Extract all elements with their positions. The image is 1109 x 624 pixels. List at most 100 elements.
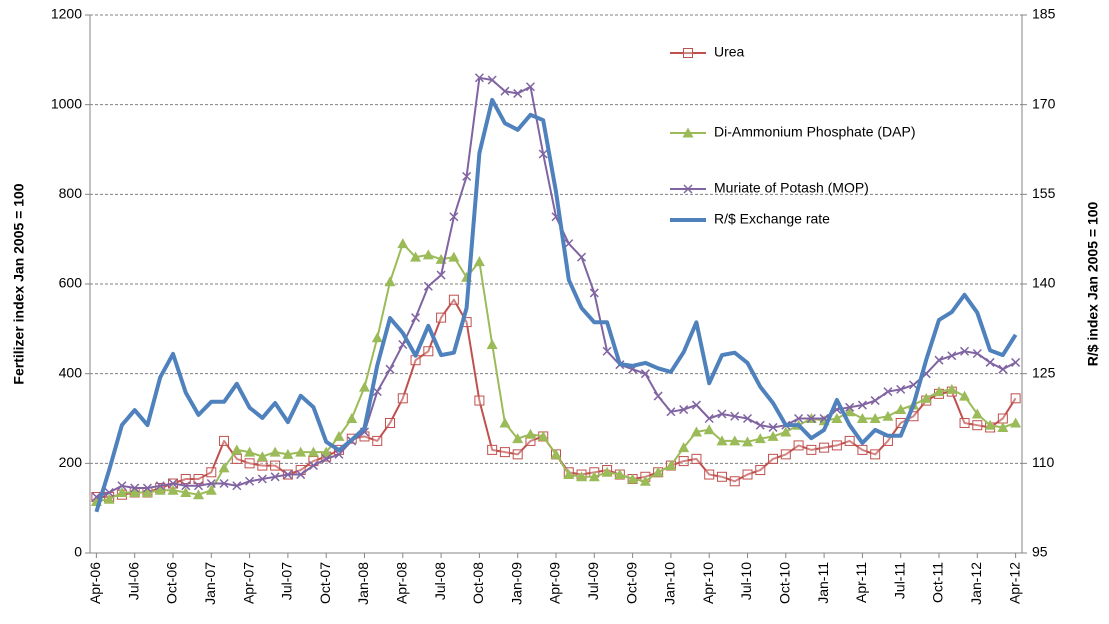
- marker: [550, 448, 562, 459]
- marker: [232, 481, 242, 491]
- marker: [602, 346, 612, 356]
- marker: [436, 270, 446, 280]
- marker: [168, 478, 178, 489]
- marker: [742, 469, 753, 480]
- marker: [154, 484, 166, 495]
- marker: [245, 476, 255, 486]
- y2-axis-title: R/$ index Jan 2005 = 100: [1085, 201, 1101, 366]
- marker: [768, 422, 778, 432]
- marker: [729, 435, 741, 446]
- marker: [691, 400, 701, 410]
- marker: [908, 380, 919, 390]
- marker: [678, 442, 690, 453]
- marker: [780, 426, 792, 437]
- marker: [883, 387, 893, 397]
- marker: [882, 410, 894, 421]
- marker: [538, 149, 548, 159]
- x-tick-label: Oct-08: [470, 562, 486, 604]
- marker: [296, 470, 306, 480]
- marker: [474, 73, 484, 83]
- marker: [844, 406, 856, 417]
- marker: [678, 456, 689, 467]
- x-tick-label: Oct-06: [164, 562, 180, 604]
- marker: [524, 428, 536, 439]
- marker: [831, 413, 843, 423]
- marker: [716, 435, 728, 446]
- marker: [589, 288, 599, 298]
- marker: [730, 411, 740, 421]
- y-tick-label: 1000: [51, 95, 82, 111]
- x-tick-label: Apr-07: [240, 562, 256, 604]
- y2-tick-label: 155: [1032, 185, 1056, 201]
- y-tick-label: 400: [59, 364, 83, 380]
- marker: [117, 481, 127, 491]
- marker: [180, 474, 191, 485]
- marker: [934, 355, 944, 365]
- marker: [768, 453, 779, 464]
- y2-tick-label: 110: [1032, 454, 1055, 470]
- marker: [703, 424, 715, 435]
- marker: [180, 486, 192, 497]
- x-tick-label: Apr-08: [393, 562, 409, 604]
- marker: [473, 256, 485, 267]
- marker: [384, 276, 396, 287]
- marker: [806, 444, 817, 455]
- x-tick-label: Apr-10: [700, 562, 716, 604]
- y2-tick-label: 140: [1032, 275, 1056, 291]
- marker: [499, 417, 511, 428]
- marker: [307, 446, 319, 457]
- marker: [946, 383, 958, 394]
- marker: [576, 471, 588, 482]
- x-tick-label: Jul-10: [738, 562, 754, 600]
- legend-label: R/$ Exchange rate: [714, 211, 830, 227]
- x-tick-label: Oct-10: [777, 562, 793, 604]
- marker: [997, 421, 1009, 432]
- marker: [512, 433, 524, 444]
- marker: [920, 392, 932, 403]
- marker: [334, 449, 344, 459]
- marker: [640, 369, 650, 379]
- marker: [269, 446, 281, 457]
- marker: [358, 381, 370, 392]
- y-axis-title: Fertilizer index Jan 2005 = 100: [11, 183, 27, 384]
- marker: [397, 393, 408, 404]
- marker: [244, 458, 255, 469]
- marker: [462, 171, 472, 181]
- marker: [819, 442, 830, 453]
- marker: [577, 252, 587, 262]
- marker: [129, 486, 141, 497]
- marker: [947, 351, 957, 361]
- marker: [385, 417, 396, 428]
- marker: [130, 483, 140, 493]
- marker: [959, 390, 971, 401]
- marker: [321, 454, 331, 464]
- y-tick-label: 0: [74, 544, 82, 560]
- marker: [755, 465, 766, 476]
- marker: [933, 386, 945, 397]
- marker: [487, 444, 498, 455]
- marker: [219, 435, 230, 446]
- marker: [487, 75, 497, 85]
- x-tick-label: Oct-09: [623, 562, 639, 604]
- marker: [666, 407, 676, 417]
- marker: [614, 469, 626, 480]
- x-tick-label: Jul-09: [585, 562, 601, 600]
- marker: [205, 484, 217, 495]
- marker: [857, 444, 868, 455]
- marker: [869, 413, 881, 423]
- marker: [474, 395, 485, 406]
- marker: [411, 313, 421, 323]
- marker: [972, 348, 982, 359]
- marker: [116, 486, 128, 497]
- marker: [244, 446, 256, 457]
- marker: [320, 446, 332, 457]
- marker: [537, 430, 549, 441]
- marker: [231, 444, 243, 455]
- x-tick-label: Jan-10: [662, 562, 678, 605]
- x-tick-label: Apr-11: [853, 562, 869, 603]
- marker: [410, 251, 422, 262]
- marker: [142, 483, 152, 493]
- marker: [960, 346, 970, 356]
- marker: [856, 413, 868, 423]
